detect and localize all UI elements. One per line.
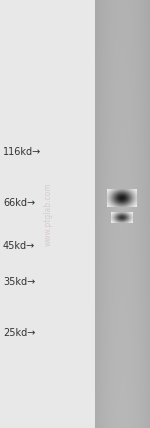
Text: 35kd→: 35kd→ — [3, 276, 35, 287]
Text: 116kd→: 116kd→ — [3, 147, 41, 157]
Text: 25kd→: 25kd→ — [3, 328, 35, 338]
Text: www.ptglab.com: www.ptglab.com — [44, 182, 52, 246]
Text: 66kd→: 66kd→ — [3, 198, 35, 208]
Text: 45kd→: 45kd→ — [3, 241, 35, 251]
